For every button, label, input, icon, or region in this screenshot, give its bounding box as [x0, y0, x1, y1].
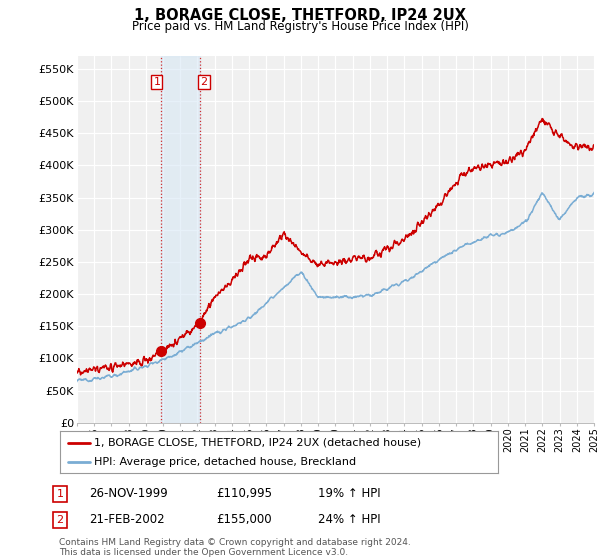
Text: £110,995: £110,995 [216, 487, 272, 501]
Text: 26-NOV-1999: 26-NOV-1999 [89, 487, 167, 501]
Text: 1, BORAGE CLOSE, THETFORD, IP24 2UX: 1, BORAGE CLOSE, THETFORD, IP24 2UX [134, 8, 466, 24]
Text: 1: 1 [56, 489, 64, 499]
Text: 24% ↑ HPI: 24% ↑ HPI [318, 513, 380, 526]
Text: 2: 2 [200, 77, 208, 87]
Text: 2: 2 [56, 515, 64, 525]
Text: Contains HM Land Registry data © Crown copyright and database right 2024.
This d: Contains HM Land Registry data © Crown c… [59, 538, 410, 557]
Text: £155,000: £155,000 [216, 513, 272, 526]
Bar [161, 56, 200, 423]
Text: 21-FEB-2002: 21-FEB-2002 [89, 513, 164, 526]
Text: HPI: Average price, detached house, Breckland: HPI: Average price, detached house, Brec… [94, 457, 356, 467]
Text: 1, BORAGE CLOSE, THETFORD, IP24 2UX (detached house): 1, BORAGE CLOSE, THETFORD, IP24 2UX (det… [94, 437, 421, 447]
Text: 1: 1 [154, 77, 160, 87]
Text: Price paid vs. HM Land Registry's House Price Index (HPI): Price paid vs. HM Land Registry's House … [131, 20, 469, 32]
Text: 19% ↑ HPI: 19% ↑ HPI [318, 487, 380, 501]
